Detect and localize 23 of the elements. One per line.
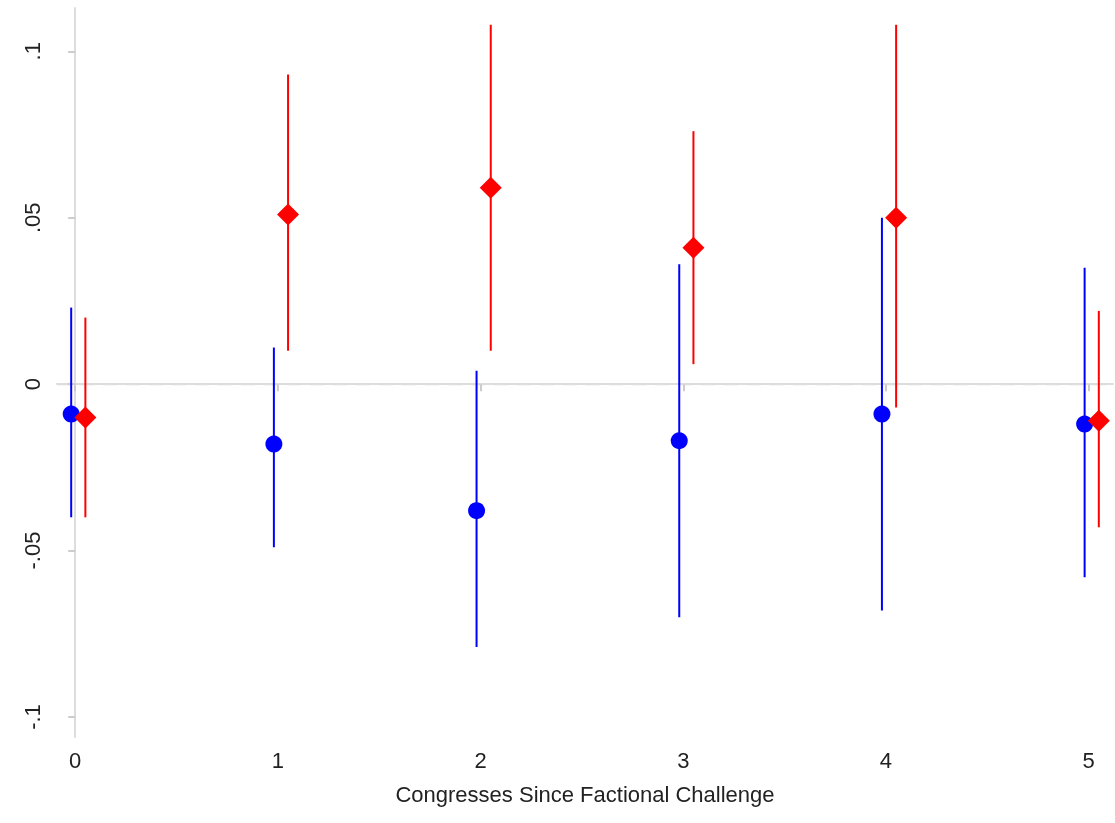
point <box>873 405 891 423</box>
point <box>277 203 300 226</box>
x-tick-label: 4 <box>879 747 893 773</box>
y-tick-label: .1 <box>19 42 45 61</box>
y-tick-label: .05 <box>19 202 45 234</box>
x-tick-label: 2 <box>474 747 487 773</box>
y-tick-label: -.05 <box>19 531 45 570</box>
point <box>74 406 97 429</box>
point <box>885 206 908 229</box>
y-tick-label: 0 <box>19 378 45 391</box>
point <box>682 236 705 259</box>
x-tick-label: 5 <box>1082 747 1095 773</box>
x-tick-label: 1 <box>271 747 285 773</box>
x-tick-label: 0 <box>69 747 82 773</box>
point <box>265 435 283 453</box>
point <box>468 502 486 520</box>
point <box>1076 415 1094 433</box>
point <box>479 176 502 199</box>
point <box>1087 409 1110 432</box>
x-tick-label: 3 <box>677 747 690 773</box>
y-tick-label: -.1 <box>19 704 45 730</box>
x-axis-title: Congresses Since Factional Challenge <box>395 781 775 807</box>
point <box>670 432 688 450</box>
